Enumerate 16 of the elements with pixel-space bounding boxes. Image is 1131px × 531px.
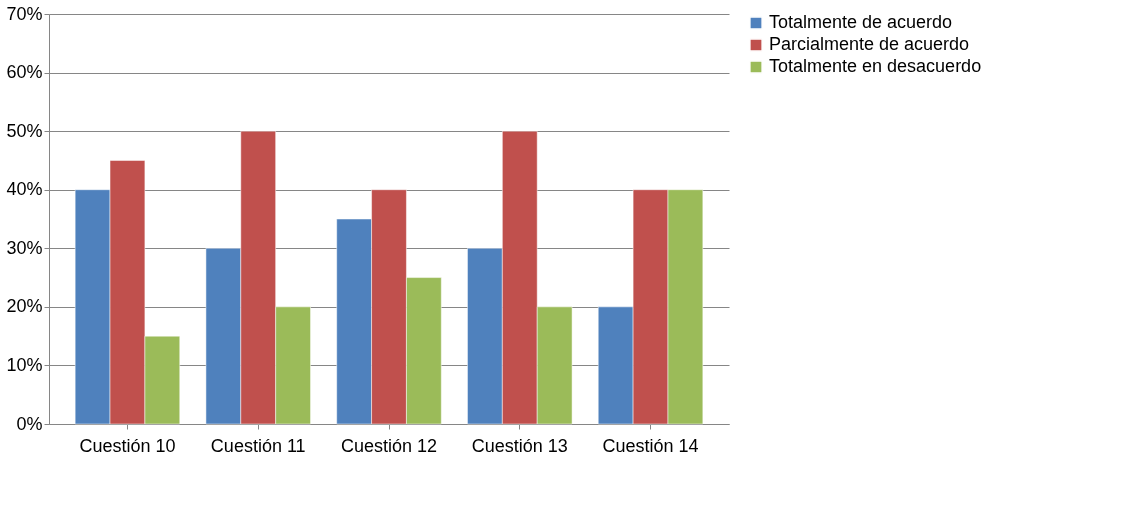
y-tick-label: 10% [6,354,43,375]
y-tick-label: 50% [6,120,43,141]
y-tick-label: 30% [6,237,43,258]
y-tick-label: 40% [6,179,43,200]
legend-label: Parcialmente de acuerdo [769,34,970,54]
y-tick-label: 60% [6,62,43,83]
legend-label: Totalmente de acuerdo [769,12,953,32]
x-tick-label: Cuestión 11 [210,435,306,456]
y-tick-label: 20% [6,296,43,317]
x-tick-label: Cuestión 13 [471,435,568,456]
x-tick-label: Cuestión 14 [602,435,699,456]
x-tick-label: Cuestión 10 [79,435,176,456]
y-tick-label: 70% [6,3,43,24]
y-tick-label: 0% [16,413,43,434]
x-tick-label: Cuestión 12 [340,435,438,456]
legend-label: Totalmente en desacuerdo [769,56,982,76]
